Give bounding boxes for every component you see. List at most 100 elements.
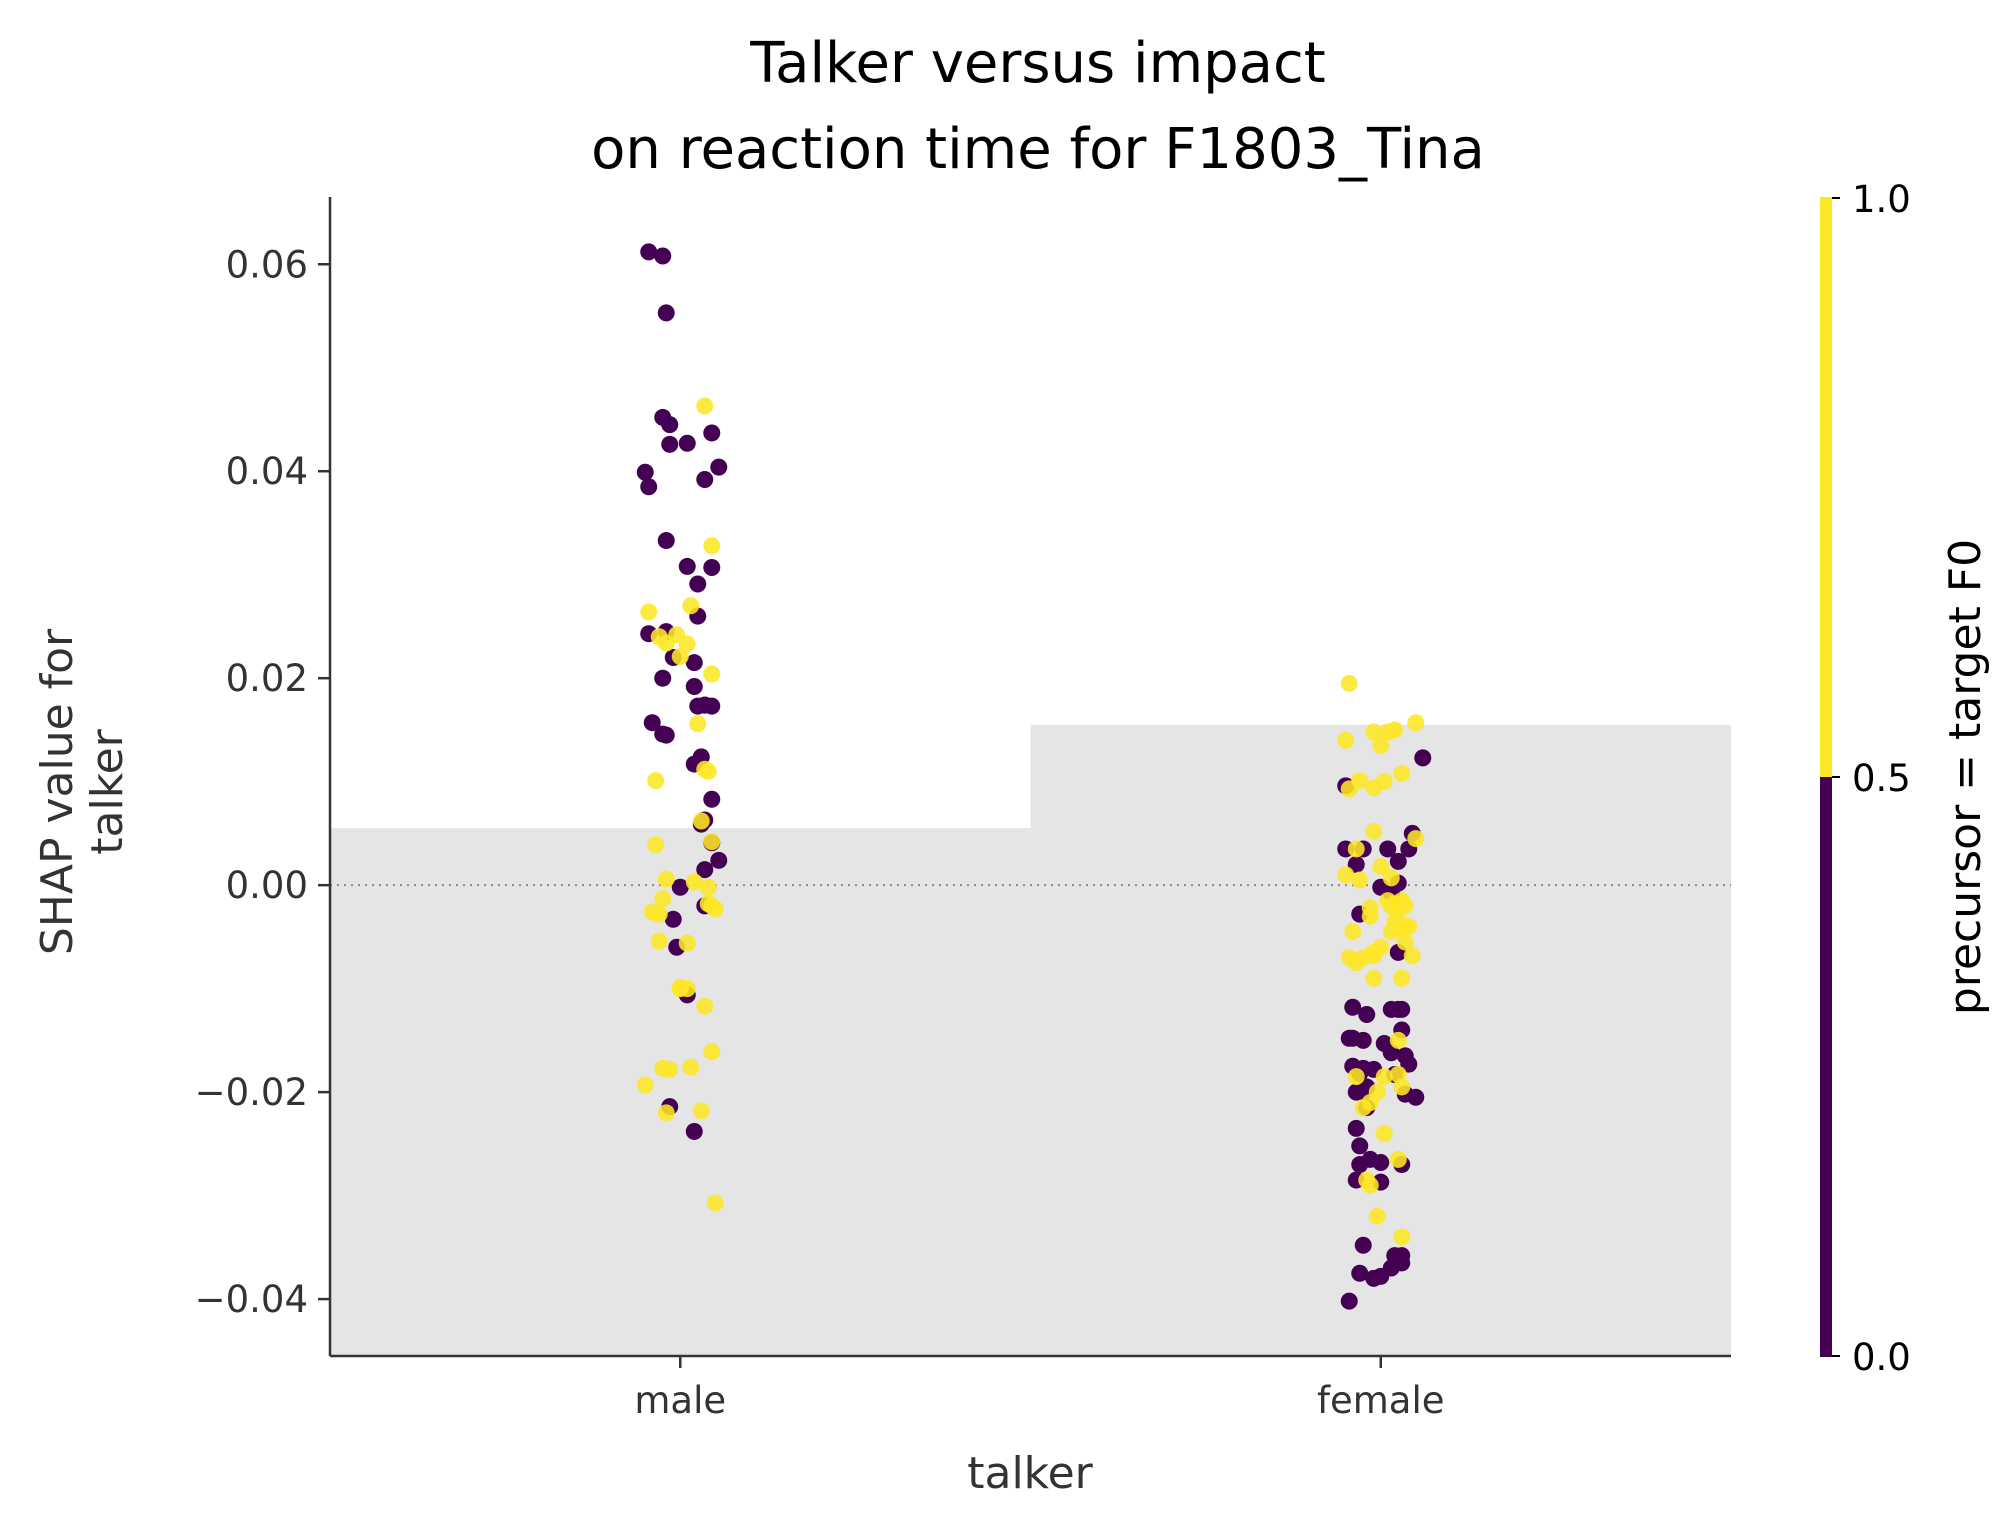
data-point-male <box>671 878 689 896</box>
data-point-female <box>1351 1264 1369 1282</box>
data-point-male <box>703 537 721 555</box>
data-point-male <box>689 575 707 593</box>
x-tick-label-male: male <box>634 1379 726 1422</box>
data-point-male <box>657 532 675 550</box>
data-point-female <box>1340 674 1358 692</box>
data-point-female <box>1351 1137 1369 1155</box>
data-point-male <box>654 247 672 265</box>
data-point-male <box>703 790 721 808</box>
data-point-female <box>1407 714 1425 732</box>
data-point-male <box>692 812 710 830</box>
data-point-female <box>1396 1047 1414 1065</box>
data-point-male <box>636 1076 654 1094</box>
data-point-female <box>1337 866 1355 884</box>
data-point-male <box>678 934 696 952</box>
data-point-female <box>1344 923 1362 941</box>
data-point-female <box>1347 1119 1365 1137</box>
colorbar-tick-label-05: 0.5 <box>1852 757 1911 800</box>
data-point-male <box>682 1058 700 1076</box>
data-point-female <box>1344 998 1362 1016</box>
chart-title-line-2: on reaction time for F1803_Tina <box>591 117 1485 182</box>
data-point-male <box>657 870 675 888</box>
data-point-male <box>647 772 665 790</box>
data-point-female <box>1393 1228 1411 1246</box>
data-point-female <box>1379 840 1397 858</box>
data-point-male <box>654 669 672 687</box>
data-point-female <box>1340 949 1358 967</box>
data-point-female <box>1393 1078 1411 1096</box>
y-axis-label-line-1: SHAP value for <box>32 628 83 955</box>
data-point-female <box>1386 721 1404 739</box>
data-point-female <box>1340 1029 1358 1047</box>
data-point-female <box>1372 736 1390 754</box>
data-point-male <box>640 603 658 621</box>
data-point-male <box>692 1102 710 1120</box>
data-point-female <box>1389 852 1407 870</box>
data-point-female <box>1389 1150 1407 1168</box>
data-point-male <box>696 997 714 1015</box>
data-point-female <box>1407 1088 1425 1106</box>
data-point-female <box>1368 1083 1386 1101</box>
data-point-female <box>1358 1006 1376 1024</box>
data-point-female <box>1347 1083 1365 1101</box>
data-point-male <box>699 878 717 896</box>
x-axis-ticks: male female <box>634 1356 1445 1422</box>
data-point-male <box>650 932 668 950</box>
y-axis-ticks: −0.04 −0.02 0.00 0.02 0.04 0.06 <box>195 243 330 1321</box>
data-point-female <box>1361 907 1379 925</box>
data-point-male <box>650 905 668 923</box>
data-point-female <box>1365 969 1383 987</box>
data-point-female <box>1351 1156 1369 1174</box>
colorbar-label: precursor = target F0 <box>1940 539 1991 1015</box>
data-point-female <box>1372 858 1390 876</box>
data-point-male <box>678 980 696 998</box>
data-point-male <box>671 647 689 665</box>
data-point-male <box>696 471 714 489</box>
data-point-female <box>1365 1269 1383 1287</box>
data-point-female <box>1393 764 1411 782</box>
data-point-male <box>685 654 703 672</box>
data-point-male <box>696 397 714 415</box>
data-point-male <box>703 558 721 576</box>
y-tick-label: 0.04 <box>226 450 308 493</box>
data-point-female <box>1354 1031 1372 1049</box>
data-point-male <box>678 557 696 575</box>
chart-title-line-1: Talker versus impact <box>749 31 1326 96</box>
data-point-male <box>706 1194 724 1212</box>
data-point-male <box>657 304 675 322</box>
data-point-male <box>647 836 665 854</box>
data-point-female <box>1337 731 1355 749</box>
y-tick-label: −0.02 <box>195 1071 308 1114</box>
data-point-male <box>661 1060 679 1078</box>
data-point-male <box>703 665 721 683</box>
y-tick-label: 0.00 <box>226 864 308 907</box>
data-point-female <box>1403 947 1421 965</box>
data-point-female <box>1396 933 1414 951</box>
x-axis-label: talker <box>967 1448 1093 1499</box>
data-point-female <box>1375 1125 1393 1143</box>
data-point-male <box>696 861 714 879</box>
data-point-female <box>1354 1099 1372 1117</box>
data-point-female <box>1365 779 1383 797</box>
data-point-female <box>1351 871 1369 889</box>
data-point-female <box>1365 822 1383 840</box>
data-point-female <box>1414 749 1432 767</box>
y-tick-label: −0.04 <box>195 1278 308 1321</box>
data-point-male <box>703 424 721 442</box>
data-point-female <box>1393 1000 1411 1018</box>
data-point-male <box>696 760 714 778</box>
data-point-female <box>1382 869 1400 887</box>
data-point-male <box>710 458 728 476</box>
data-point-male <box>636 463 654 481</box>
x-tick-label-female: female <box>1317 1379 1445 1422</box>
data-point-male <box>689 697 707 715</box>
data-point-female <box>1407 830 1425 848</box>
data-point-male <box>678 434 696 452</box>
y-tick-label: 0.06 <box>226 243 308 286</box>
colorbar-upper-segment <box>1820 197 1832 777</box>
data-point-male <box>640 478 658 496</box>
data-point-male <box>661 435 679 453</box>
data-point-male <box>703 833 721 851</box>
data-point-female <box>1375 1068 1393 1086</box>
data-point-female <box>1368 1207 1386 1225</box>
